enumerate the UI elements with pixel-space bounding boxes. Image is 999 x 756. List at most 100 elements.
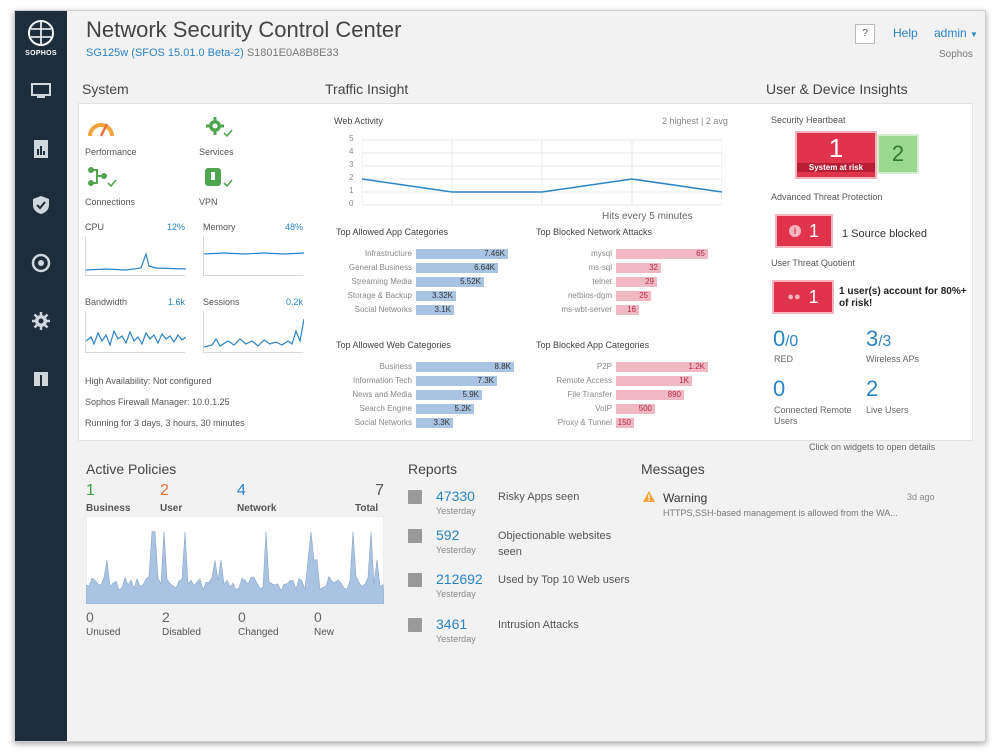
bar[interactable]: 6.64K — [416, 263, 498, 273]
bar[interactable]: 7.46K — [416, 249, 508, 259]
services-label: Services — [199, 147, 234, 157]
app-window: SOPHOS Network Security Control Center S… — [14, 10, 986, 742]
red-value: 0/0 — [773, 326, 799, 351]
sidebar-item-protect[interactable] — [27, 191, 55, 219]
bar[interactable]: 3.1K — [416, 305, 454, 315]
warning-icon — [643, 491, 655, 502]
chevron-down-icon: ▼ — [970, 30, 978, 39]
bar[interactable]: 1.2K — [616, 362, 708, 372]
report-when: Yesterday — [436, 634, 476, 644]
bar-category-label: Social Networks — [354, 305, 412, 314]
performance-label: Performance — [85, 147, 137, 157]
policy-footer-value: 0 — [86, 609, 94, 625]
bar[interactable]: 890 — [616, 390, 684, 400]
main-area: Network Security Control Center SG125w (… — [67, 11, 985, 741]
bandwidth-value: 1.6k — [167, 297, 185, 307]
memory-value: 48% — [284, 222, 303, 232]
policy-footer-value: 2 — [162, 609, 170, 625]
utq-title: User Threat Quotient — [771, 258, 855, 268]
report-value[interactable]: 47330 — [436, 488, 475, 504]
org-name: Sophos — [939, 49, 973, 60]
bar[interactable]: 3.3K — [416, 418, 453, 428]
bandwidth-sparkline — [85, 311, 187, 353]
info-icon: i — [788, 225, 801, 237]
bar-category-label: Streaming Media — [351, 277, 412, 286]
message-text: HTTPS,SSH-based management is allowed fr… — [663, 508, 898, 518]
policy-footer-value: 0 — [314, 609, 322, 625]
bar[interactable]: 150 — [616, 418, 634, 428]
sidebar-item-system[interactable] — [27, 307, 55, 335]
user-name: admin — [934, 26, 967, 40]
help-link[interactable]: Help — [893, 26, 918, 40]
users-icon: ●● — [787, 291, 801, 303]
memory-sparkline — [203, 236, 305, 276]
sidebar-item-monitor[interactable] — [27, 77, 55, 105]
policy-count-value[interactable]: 7 — [375, 482, 384, 499]
bar[interactable]: 8.8K — [416, 362, 514, 372]
bar[interactable]: 7.3K — [416, 376, 497, 386]
services-gear-icon — [206, 117, 233, 138]
bar[interactable]: 32 — [616, 263, 661, 273]
report-value[interactable]: 212692 — [436, 571, 483, 587]
message-time: 3d ago — [907, 492, 935, 502]
sidebar-item-reports[interactable] — [27, 135, 55, 163]
utq-tile[interactable]: ●● 1 — [772, 280, 834, 314]
bar-category-label: Remote Access — [556, 376, 612, 385]
sophos-logo[interactable]: SOPHOS — [15, 19, 67, 57]
bar-category-label: mysql — [591, 249, 612, 258]
bar-category-label: Business — [379, 362, 412, 371]
shield-icon — [33, 196, 49, 214]
report-icon — [408, 573, 422, 587]
bar[interactable]: 25 — [616, 291, 651, 301]
policy-count-value[interactable]: 2 — [160, 482, 169, 499]
policy-count-label: Business — [86, 503, 131, 514]
red-label: RED — [774, 354, 794, 364]
bar[interactable]: 5.9K — [416, 390, 482, 400]
report-value[interactable]: 592 — [436, 527, 460, 543]
bar[interactable]: 3.32K — [416, 291, 456, 301]
message-title: Warning — [663, 491, 708, 505]
report-icon — [408, 529, 422, 543]
heartbeat-risk-label: System at risk — [797, 163, 875, 172]
sidebar-item-configure[interactable] — [27, 249, 55, 277]
policy-count-value[interactable]: 1 — [86, 482, 95, 499]
report-description: Risky Apps seen — [498, 491, 580, 503]
heartbeat-ok-tile[interactable]: 2 — [877, 134, 919, 174]
y-tick-label: 3 — [349, 160, 354, 169]
bar[interactable]: 65 — [616, 249, 708, 259]
policy-count-label: Total — [355, 503, 379, 514]
report-when: Yesterday — [436, 545, 476, 555]
sidebar-item-package[interactable] — [27, 365, 55, 393]
help-question-button[interactable]: ? — [855, 24, 875, 44]
page-title: Network Security Control Center — [86, 17, 402, 42]
bar[interactable]: 29 — [616, 277, 657, 287]
report-when: Yesterday — [436, 589, 476, 599]
brand-label: SOPHOS — [25, 50, 57, 57]
wireless-value: 3/3 — [866, 326, 892, 351]
traffic-section-title: Traffic Insight — [325, 81, 409, 97]
heartbeat-risk-tile[interactable]: 1 System at risk — [795, 131, 877, 179]
utq-count: 1 — [808, 286, 819, 307]
bar-category-label: P2P — [596, 362, 612, 371]
y-tick-label: 1 — [349, 186, 354, 195]
bar[interactable]: 16 — [616, 305, 639, 315]
y-tick-label: 4 — [349, 147, 354, 156]
insights-panel: Performance Services Connections — [78, 103, 973, 441]
cpu-label: CPU — [85, 222, 105, 232]
remote-users-label: Connected Remote Users — [774, 405, 852, 426]
top-allowed-web-title: Top Allowed Web Categories — [336, 340, 451, 350]
bar-category-label: Information Tech — [353, 376, 412, 385]
system-section-title: System — [82, 81, 129, 97]
bar[interactable]: 5.52K — [416, 277, 484, 287]
policy-count-value[interactable]: 4 — [237, 482, 246, 499]
bar-category-label: Infrastructure — [364, 249, 412, 258]
user-menu[interactable]: admin ▼ — [934, 26, 978, 40]
device-link[interactable]: SG125w (SFOS 15.01.0 Beta-2) — [86, 47, 244, 59]
bar[interactable]: 1K — [616, 376, 692, 386]
bar[interactable]: 5.2K — [416, 404, 474, 414]
report-value[interactable]: 3461 — [436, 616, 468, 632]
bar[interactable]: 500 — [616, 404, 655, 414]
web-activity-stat: 2 highest | 2 avg — [662, 116, 728, 126]
atp-tile[interactable]: i 1 — [775, 214, 833, 248]
wireless-total: 3 — [882, 333, 892, 350]
